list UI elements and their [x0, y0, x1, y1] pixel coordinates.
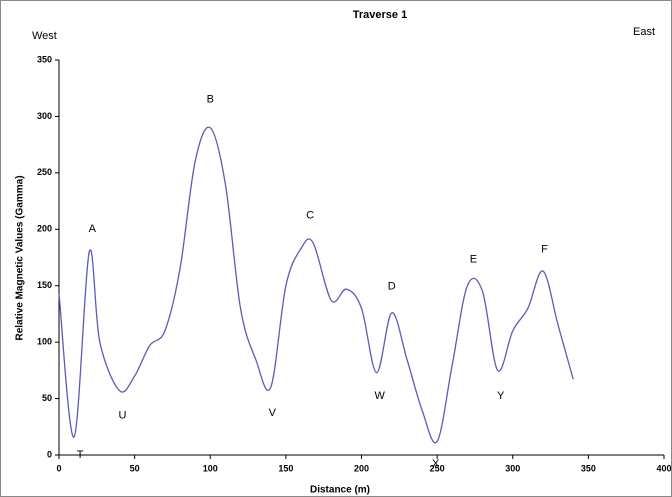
x-tick-label: 250 — [430, 463, 445, 473]
x-tick-label: 100 — [203, 463, 218, 473]
x-tick-label: 150 — [278, 463, 293, 473]
x-tick-label: 300 — [505, 463, 520, 473]
y-tick-label: 250 — [37, 167, 52, 177]
chart-title: Traverse 1 — [353, 9, 407, 21]
left-label: West — [32, 30, 57, 42]
y-tick-label: 200 — [37, 224, 52, 234]
annotation: T — [77, 449, 84, 461]
x-axis-label: Distance (m) — [310, 485, 370, 496]
x-tick-label: 0 — [56, 463, 61, 473]
y-axis-label: Relative Magnetic Values (Gamma) — [15, 175, 26, 340]
annotation: D — [388, 281, 396, 293]
data-line — [58, 126, 574, 444]
y-tick-label: 50 — [42, 393, 52, 403]
annotation: C — [306, 210, 314, 222]
annotation: Y — [497, 390, 505, 402]
annotation: W — [374, 390, 385, 402]
annotation: B — [207, 93, 214, 105]
annotation: F — [541, 244, 548, 256]
annotation: U — [119, 409, 127, 421]
y-tick-label: 0 — [47, 449, 52, 459]
y-tick-label: 350 — [37, 54, 52, 64]
annotation: V — [269, 407, 277, 419]
y-tick-label: 300 — [37, 111, 52, 121]
y-tick-label: 150 — [37, 280, 52, 290]
x-tick-label: 350 — [581, 463, 596, 473]
y-tick-label: 100 — [37, 337, 52, 347]
annotation: X — [432, 458, 440, 470]
annotation: A — [89, 223, 97, 235]
x-tick-label: 400 — [656, 463, 671, 473]
x-tick-label: 50 — [130, 463, 140, 473]
x-tick-label: 200 — [354, 463, 369, 473]
annotation: E — [470, 254, 477, 266]
right-label: East — [633, 26, 655, 38]
